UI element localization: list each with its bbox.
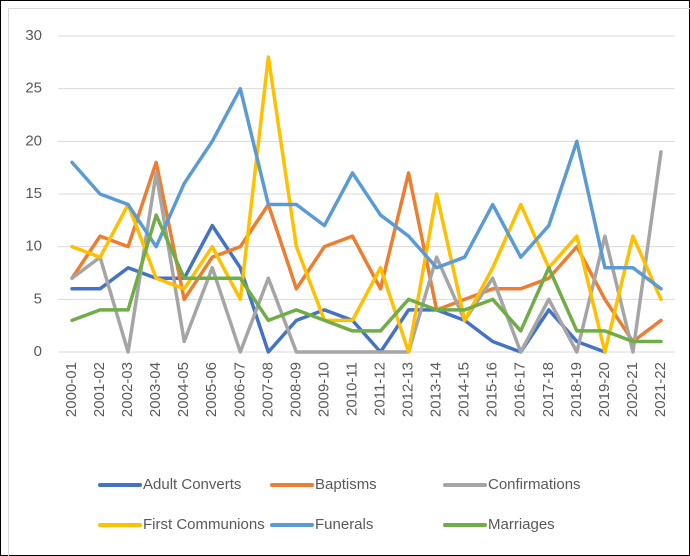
x-tick-label: 2018-19 bbox=[568, 362, 585, 417]
chart-border bbox=[8, 8, 690, 556]
y-tick-label: 15 bbox=[25, 185, 42, 202]
x-tick-label: 2011-12 bbox=[371, 362, 388, 416]
x-tick-label: 2002-03 bbox=[119, 362, 136, 417]
y-tick-label: 30 bbox=[25, 27, 42, 44]
legend-label: Baptisms bbox=[315, 476, 377, 493]
x-tick-label: 2020-21 bbox=[624, 362, 641, 417]
legend-label: Funerals bbox=[315, 516, 373, 533]
y-tick-label: 5 bbox=[34, 290, 42, 307]
series-line bbox=[70, 55, 663, 354]
x-tick-label: 2000-01 bbox=[63, 362, 80, 417]
y-tick-label: 20 bbox=[25, 132, 42, 149]
x-tick-label: 2016-17 bbox=[512, 362, 529, 417]
x-tick-label: 2014-15 bbox=[456, 362, 473, 417]
x-tick-label: 2012-13 bbox=[400, 362, 417, 417]
x-tick-label: 2007-08 bbox=[259, 362, 276, 417]
x-tick-label: 2021-22 bbox=[652, 362, 669, 417]
series-line bbox=[70, 213, 663, 344]
x-tick-label: 2008-09 bbox=[287, 362, 304, 417]
series-line bbox=[70, 160, 663, 344]
series-line bbox=[70, 150, 663, 354]
x-tick-label: 2009-10 bbox=[315, 362, 332, 417]
y-tick-label: 0 bbox=[34, 343, 42, 360]
y-tick-label: 25 bbox=[25, 80, 42, 97]
x-tick-label: 2017-18 bbox=[540, 362, 557, 417]
x-tick-label: 2006-07 bbox=[231, 362, 248, 417]
legend-label: Marriages bbox=[488, 516, 555, 533]
y-tick-label: 10 bbox=[25, 238, 42, 255]
x-tick-label: 2015-16 bbox=[484, 362, 501, 417]
legend-label: First Communions bbox=[143, 516, 265, 533]
x-tick-label: 2013-14 bbox=[428, 362, 445, 417]
series-line bbox=[70, 86, 663, 291]
x-tick-label: 2003-04 bbox=[147, 362, 164, 417]
x-tick-label: 2019-20 bbox=[596, 362, 613, 417]
x-tick-label: 2005-06 bbox=[203, 362, 220, 417]
legend-label: Adult Converts bbox=[143, 476, 241, 493]
x-tick-label: 2001-02 bbox=[91, 362, 108, 417]
legend-label: Confirmations bbox=[488, 476, 581, 493]
x-tick-label: 2010-11 bbox=[343, 362, 360, 416]
x-tick-label: 2004-05 bbox=[175, 362, 192, 417]
